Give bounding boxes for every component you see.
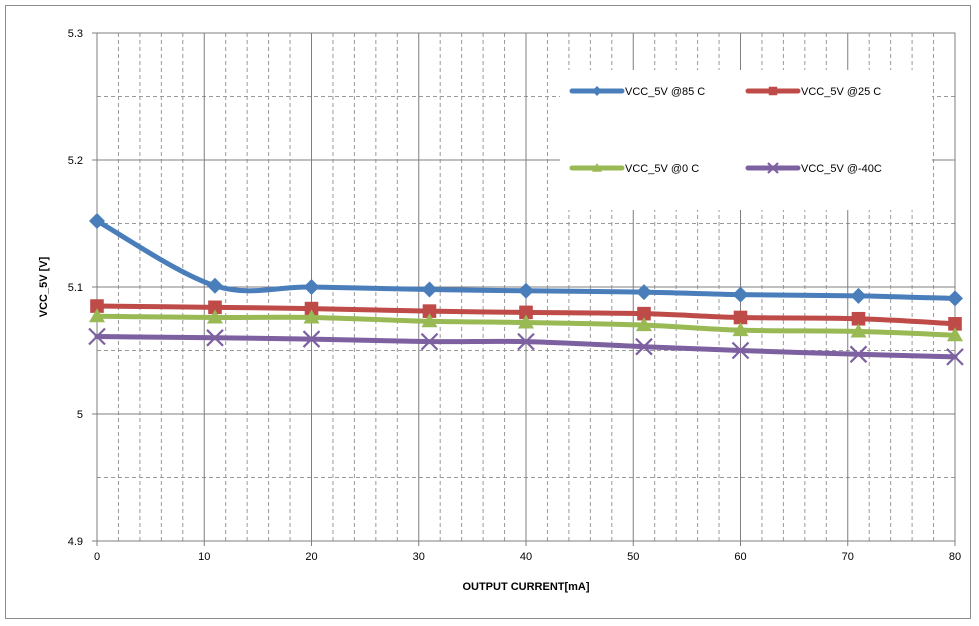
legend-label-3: VCC_5V @0 C bbox=[625, 163, 699, 175]
series-4-point bbox=[946, 348, 964, 366]
series-2-point bbox=[519, 305, 533, 320]
series-1-point bbox=[89, 212, 105, 229]
series-3-point bbox=[635, 317, 652, 332]
series-1-point bbox=[947, 290, 963, 307]
series-1-point bbox=[635, 284, 652, 301]
series-4-point bbox=[849, 345, 868, 364]
series-3-point bbox=[947, 327, 963, 342]
y-tick-label: 5.1 bbox=[68, 282, 83, 294]
series-4-point bbox=[731, 341, 750, 360]
x-tick-label: 50 bbox=[627, 551, 639, 563]
series-1-point bbox=[421, 281, 438, 298]
series-4-point bbox=[302, 330, 321, 348]
legend-marker-3 bbox=[592, 163, 602, 172]
series-3-point bbox=[206, 309, 223, 324]
series-1-point bbox=[732, 286, 749, 303]
legend-marker-2 bbox=[768, 86, 778, 96]
y-tick-label: 5 bbox=[77, 409, 83, 421]
y-tick-label: 5.3 bbox=[68, 28, 83, 40]
series-2-point bbox=[637, 306, 651, 321]
series-3-point bbox=[518, 314, 534, 329]
series-2-point bbox=[733, 310, 748, 325]
x-tick-label: 80 bbox=[949, 551, 961, 563]
x-tick-label: 70 bbox=[842, 551, 854, 563]
series-1-point bbox=[303, 279, 320, 295]
series-3-point bbox=[303, 309, 320, 324]
series-3-point bbox=[89, 308, 105, 323]
x-tick-label: 60 bbox=[734, 551, 746, 563]
x-tick-label: 30 bbox=[413, 551, 425, 563]
series-2-point bbox=[90, 299, 104, 313]
series-4-point bbox=[635, 337, 653, 356]
series-4-point bbox=[206, 329, 224, 347]
y-tick-label: 5.2 bbox=[68, 155, 83, 167]
x-tick-label: 10 bbox=[198, 551, 210, 563]
series-3-point bbox=[850, 323, 867, 338]
legend-label-4: VCC_5V @-40C bbox=[801, 163, 882, 175]
x-tick-label: 40 bbox=[520, 551, 532, 563]
series-1-point bbox=[518, 282, 534, 299]
series-2-point bbox=[304, 301, 319, 316]
y-axis-title: VCC_5V [V] bbox=[38, 256, 50, 317]
series-3-point bbox=[732, 322, 749, 337]
legend-marker-1 bbox=[592, 86, 602, 96]
x-tick-label: 20 bbox=[305, 551, 317, 563]
y-tick-label: 4.9 bbox=[68, 536, 83, 548]
series-2-point bbox=[851, 311, 866, 326]
x-tick-label: 0 bbox=[94, 551, 100, 563]
legend-label-2: VCC_5V @25 C bbox=[801, 86, 881, 98]
series-1-point bbox=[850, 287, 867, 304]
series-4-point bbox=[88, 327, 106, 346]
series-2-point bbox=[208, 300, 222, 315]
series-1-point bbox=[206, 277, 223, 294]
series-4-point bbox=[420, 332, 439, 351]
series-2-point bbox=[948, 317, 962, 331]
legend-label-1: VCC_5V @85 C bbox=[625, 86, 705, 98]
series-4-point bbox=[517, 332, 535, 351]
legend-marker-4 bbox=[767, 162, 779, 174]
x-axis-title: OUTPUT CURRENT[mA] bbox=[462, 581, 589, 593]
series-2-point bbox=[422, 304, 437, 318]
series-3-point bbox=[421, 313, 438, 328]
